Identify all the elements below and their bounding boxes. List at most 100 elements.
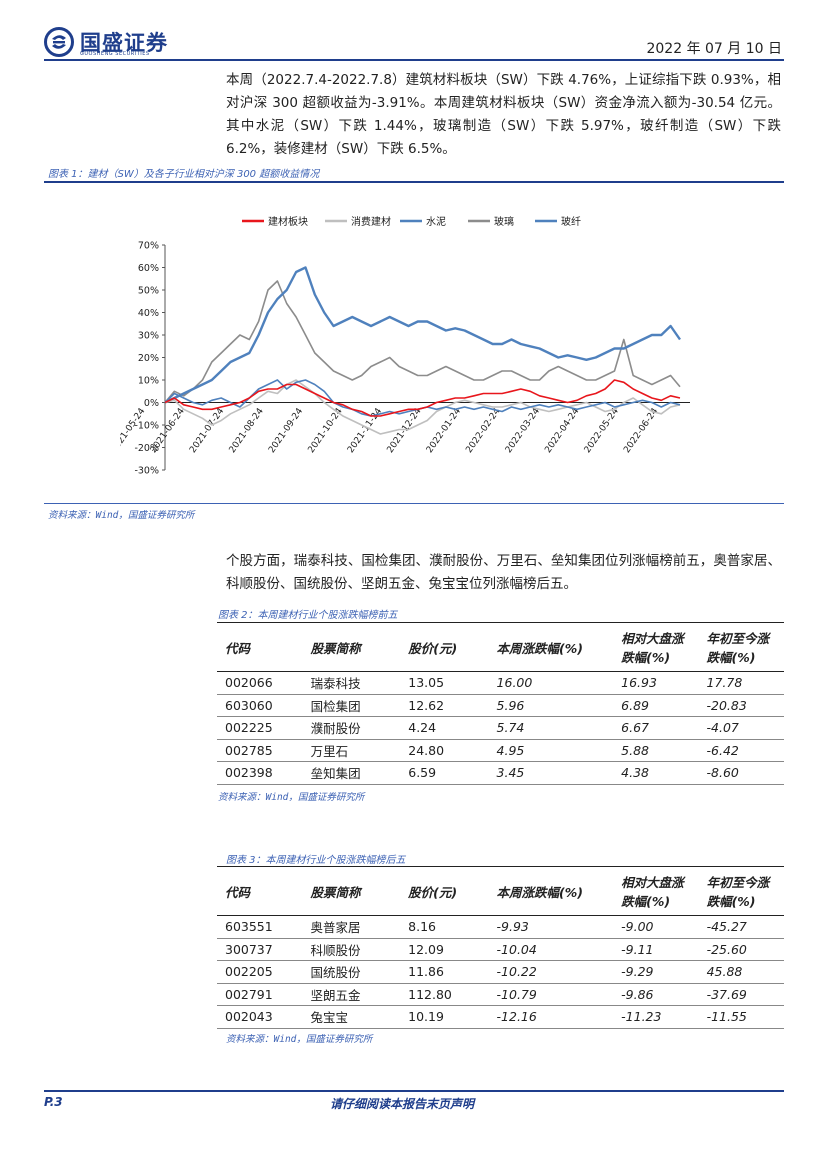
y-tick-label: 30%: [138, 331, 159, 342]
series-line-3: [164, 280, 681, 404]
x-tick-label: 2022-06-24: [622, 406, 660, 455]
table-cell: -10.79: [488, 983, 614, 1006]
series-line-4: [164, 266, 681, 404]
table-cell: 垒知集团: [302, 761, 401, 785]
table-cell: -45.27: [698, 915, 784, 939]
intro-paragraph: 本周（2022.7.4-2022.7.8）建筑材料板块（SW）下跌 4.76%，…: [226, 72, 781, 157]
table-cell: 坚朗五金: [302, 983, 401, 1006]
y-tick-label: 70%: [138, 241, 159, 252]
table-cell: 300737: [217, 938, 303, 961]
table-cell: 002791: [217, 983, 303, 1006]
table-cell: -9.86: [613, 983, 699, 1006]
x-tick-label: 2022-02-24: [464, 406, 502, 455]
series-line-0: [164, 379, 681, 417]
table-cell: 5.88: [613, 739, 699, 762]
brand-name: 国盛证券: [80, 31, 168, 55]
col-header-price: 股价(元): [408, 884, 458, 900]
table-cell: 12.09: [400, 938, 489, 961]
x-tick-label: 2022-04-24: [543, 406, 581, 455]
table-cell: 12.62: [400, 694, 489, 717]
table-row: 002785 万里石 24.80 4.95 5.88 -6.42: [217, 739, 784, 762]
table-cell: 16.00: [488, 671, 614, 695]
legend-label: 水泥: [426, 215, 446, 228]
chart-legend: 建材板块 消费建材 水泥 玻璃 玻纤: [242, 215, 581, 228]
top-gainers-table: 代码 股票简称 股价(元) 本周涨跌幅(%) 相对大盘涨跌幅(%) 年初至今涨跌…: [217, 622, 784, 785]
table-cell: 6.59: [400, 761, 489, 785]
table-cell: 6.89: [613, 694, 699, 717]
table-cell: 13.05: [400, 671, 489, 695]
table-cell: 万里石: [302, 739, 401, 762]
table-cell: 4.95: [488, 739, 614, 762]
table-cell: -11.23: [613, 1005, 699, 1029]
table-cell: -6.42: [698, 739, 784, 762]
x-tick-label: 2021-08-24: [228, 406, 266, 455]
table-cell: 002398: [217, 761, 303, 785]
legend-label: 玻纤: [561, 215, 581, 228]
table-cell: -9.00: [613, 915, 699, 939]
table-cell: -12.16: [488, 1005, 614, 1029]
table-cell: -4.07: [698, 716, 784, 740]
table2-source: 资料来源：Wind，国盛证券研究所: [218, 792, 365, 803]
legend-label: 建材板块: [268, 215, 308, 228]
table-cell: 112.80: [400, 983, 489, 1006]
table-cell: -10.04: [488, 938, 614, 961]
table-cell: -8.60: [698, 761, 784, 785]
col-header-relative-change: 相对大盘涨跌幅(%): [621, 631, 684, 665]
table3-title: 图表 3：本周建材行业个股涨跌幅榜后五: [226, 855, 406, 866]
legend-label: 消费建材: [351, 215, 391, 228]
col-header-ytd-change: 年初至今涨跌幅(%): [706, 875, 770, 909]
table-row: 002398 垒知集团 6.59 3.45 4.38 -8.60: [217, 761, 784, 785]
table-cell: 4.38: [613, 761, 699, 785]
x-tick-label: 2022-05-24: [583, 406, 621, 455]
col-header-code: 代码: [225, 640, 251, 656]
figure1-top-rule: [44, 181, 784, 183]
figure1-bottom-rule: [44, 503, 784, 504]
footer-disclaimer: 请仔细阅读本报告末页声明: [330, 1097, 475, 1111]
y-tick-label: 50%: [138, 286, 159, 297]
y-tick-label: 10%: [138, 376, 159, 387]
table-cell: 603551: [217, 915, 303, 939]
col-header-week-change: 本周涨跌幅(%): [496, 640, 583, 656]
figure1-title: 图表 1：建材（SW）及各子行业相对沪深 300 超额收益情况: [48, 169, 320, 180]
brand-subtitle: GUOSHENG SECURITIES: [80, 51, 150, 57]
stocks-paragraph: 个股方面，瑞泰科技、国检集团、濮耐股份、万里石、垒知集团位列涨幅榜前五，奥普家居…: [226, 553, 781, 592]
table-cell: 瑞泰科技: [302, 671, 401, 695]
col-header-code: 代码: [225, 884, 251, 900]
table-cell: 5.96: [488, 694, 614, 717]
table-cell: 濮耐股份: [302, 716, 401, 740]
table-cell: 10.19: [400, 1005, 489, 1029]
header-rule: [44, 59, 784, 61]
table-cell: 002066: [217, 671, 303, 695]
table-cell: 603060: [217, 694, 303, 717]
table-cell: 17.78: [698, 671, 784, 695]
table-row: 002225 濮耐股份 4.24 5.74 6.67 -4.07: [217, 716, 784, 740]
table-cell: -9.93: [488, 915, 614, 939]
page-number: P.3: [44, 1095, 63, 1109]
table2-title: 图表 2：本周建材行业个股涨跌幅榜前五: [218, 610, 398, 621]
footer-rule: [44, 1090, 784, 1092]
table-row: 002791 坚朗五金 112.80 -10.79 -9.86 -37.69: [217, 983, 784, 1006]
table-cell: 8.16: [400, 915, 489, 939]
figure1-source: 资料来源：Wind，国盛证券研究所: [48, 510, 195, 521]
table-row: 002205 国统股份 11.86 -10.22 -9.29 45.88: [217, 960, 784, 984]
col-header-name: 股票简称: [310, 640, 361, 656]
table-cell: -11.55: [698, 1005, 784, 1029]
chart-y-axis: 70% 60% 50% 40% 30% 20% 10% 0% -10% -20% -30%: [134, 241, 166, 477]
report-date: 2022 年 07 月 10 日: [646, 41, 782, 57]
col-header-relative-change: 相对大盘涨跌幅(%): [621, 875, 684, 909]
table-cell: -10.22: [488, 960, 614, 984]
y-tick-label: -30%: [134, 466, 159, 477]
table-row: 002043 兔宝宝 10.19 -12.16 -11.23 -11.55: [217, 1005, 784, 1029]
table-cell: 国统股份: [302, 960, 401, 984]
y-tick-label: 0%: [144, 398, 159, 409]
x-tick-label: 2022-01-24: [425, 406, 463, 455]
y-tick-label: -10%: [134, 421, 159, 432]
table-cell: 科顺股份: [302, 938, 401, 961]
y-tick-label: 40%: [138, 308, 159, 319]
table-cell: -37.69: [698, 983, 784, 1006]
table-cell: 3.45: [488, 761, 614, 785]
brand-logo-icon: [44, 27, 74, 57]
top-losers-table: 代码 股票简称 股价(元) 本周涨跌幅(%) 相对大盘涨跌幅(%) 年初至今涨跌…: [217, 866, 784, 1029]
table-cell: 002225: [217, 716, 303, 740]
table-cell: 002785: [217, 739, 303, 762]
